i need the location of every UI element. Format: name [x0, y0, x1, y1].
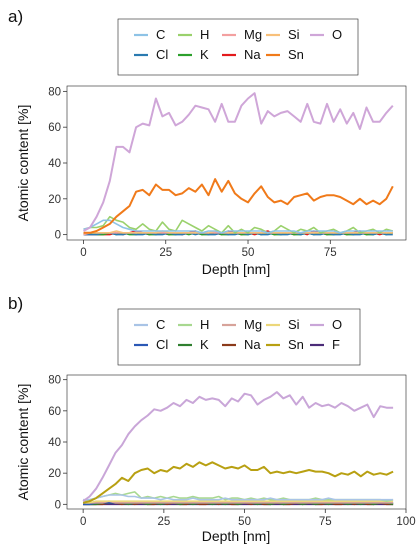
plot-a: 0 20 40 60 80 0 25 50 75 — [48, 86, 394, 259]
x-tick-label: 50 — [242, 247, 255, 259]
legend-label-o: O — [332, 27, 342, 42]
plot-area-b — [66, 374, 407, 510]
x-tick-label: 0 — [80, 247, 86, 259]
legend-label-sn: Sn — [288, 47, 304, 62]
series-line-c — [83, 494, 394, 501]
legend-label-c: C — [156, 317, 165, 332]
x-tick-label: 50 — [238, 516, 251, 528]
series-line-o — [82, 391, 394, 503]
series-line-c — [83, 219, 393, 234]
legend-box-b — [117, 308, 361, 366]
legend-label-h: H — [200, 27, 209, 42]
x-axis-title-a: Depth [nm] — [202, 261, 270, 277]
legend-label-c: C — [156, 27, 165, 42]
panel-label-b: b) — [8, 294, 23, 313]
legend-label-mg: Mg — [244, 27, 262, 42]
legend-label-cl: Cl — [156, 337, 168, 352]
x-tick-label: 25 — [157, 516, 170, 528]
legend-label-cl: Cl — [156, 47, 168, 62]
panel-label-a: a) — [8, 7, 23, 26]
y-tick-label: 60 — [48, 406, 61, 418]
x-tick-label: 100 — [396, 516, 415, 528]
x-tick-label: 75 — [319, 516, 332, 528]
y-tick-label: 80 — [48, 86, 61, 98]
x-tick-label: 0 — [80, 516, 86, 528]
y-tick-label: 0 — [55, 230, 61, 242]
x-tick-label: 75 — [324, 247, 337, 259]
legend-box-a — [117, 18, 359, 76]
legend-label-na: Na — [244, 337, 261, 352]
legend-label-f: F — [332, 337, 340, 352]
y-tick-label: 60 — [48, 122, 61, 134]
x-axis-title-b: Depth [nm] — [202, 528, 270, 544]
series-line-si — [83, 500, 394, 504]
y-tick-label: 20 — [48, 468, 61, 480]
legend-label-na: Na — [244, 47, 261, 62]
legend-label-h: H — [200, 317, 209, 332]
y-axis-title-a: Atomic content [%] — [15, 105, 31, 222]
series-line-cl — [83, 232, 393, 236]
legend-label-si: Si — [288, 27, 300, 42]
legend-label-k: K — [200, 337, 209, 352]
series-line-o — [83, 92, 394, 232]
series-line-sn — [83, 178, 394, 234]
legend-a: C H Mg Si O Cl K Na Sn — [134, 27, 342, 62]
x-tick-label: 25 — [159, 247, 172, 259]
series-line-sn — [82, 461, 394, 504]
legend-label-k: K — [200, 47, 209, 62]
legend-b: C H Mg Si O Cl K Na Sn F — [134, 317, 342, 352]
series-line-mg — [83, 500, 394, 504]
legend-label-sn: Sn — [288, 337, 304, 352]
plot-area-a — [66, 85, 407, 241]
legend-label-o: O — [332, 317, 342, 332]
legend-label-si: Si — [288, 317, 300, 332]
y-tick-label: 80 — [48, 375, 61, 387]
y-axis-title-b: Atomic content [%] — [15, 384, 31, 501]
y-tick-label: 40 — [48, 158, 61, 170]
y-tick-label: 40 — [48, 437, 61, 449]
plot-b: 0 20 40 60 80 0 25 50 75 100 — [48, 375, 415, 528]
y-tick-label: 0 — [55, 499, 61, 511]
y-tick-label: 20 — [48, 194, 61, 206]
legend-label-mg: Mg — [244, 317, 262, 332]
